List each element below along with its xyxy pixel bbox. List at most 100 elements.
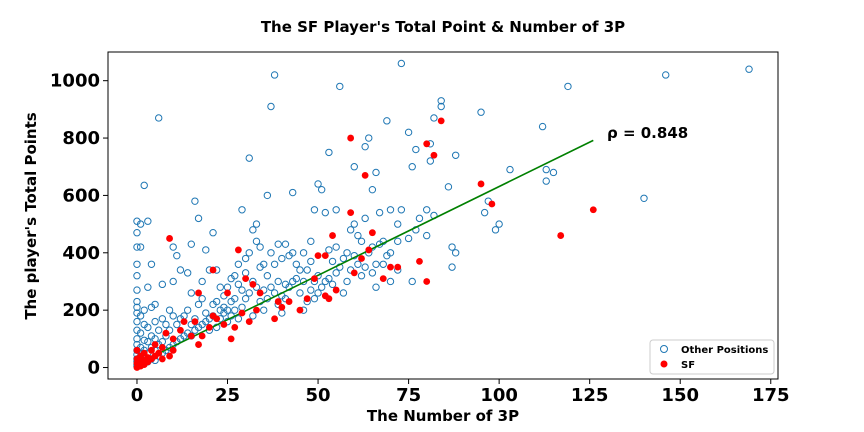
other-position-point [133, 297, 141, 306]
other-position-point [234, 315, 243, 323]
sf-point [238, 309, 246, 317]
other-position-point [278, 309, 286, 317]
other-position-point [245, 289, 253, 297]
x-axis: 0 25 50 75 100 125 150 175 [131, 379, 790, 406]
other-position-point [267, 249, 275, 257]
other-position-point [495, 220, 503, 228]
other-position-point [397, 59, 406, 68]
other-position-point [231, 272, 239, 280]
other-position-point [299, 249, 308, 257]
other-position-point [307, 237, 315, 246]
sf-point [296, 306, 304, 314]
sf-point [227, 335, 235, 343]
other-position-point [136, 329, 145, 337]
sf-point [365, 246, 373, 254]
other-position-point [346, 226, 355, 234]
other-position-point [169, 243, 177, 251]
other-position-point [133, 243, 141, 251]
sf-point [169, 346, 177, 354]
sf-point [430, 151, 438, 159]
other-position-point [245, 249, 253, 257]
other-position-point [165, 306, 174, 314]
other-position-point [147, 260, 156, 268]
sf-point [321, 252, 329, 260]
other-position-point [234, 280, 243, 289]
sf-point [191, 318, 199, 326]
sf-point [325, 295, 333, 303]
legend-other-label: Other Positions [681, 345, 768, 356]
other-position-point [194, 214, 203, 223]
legend-other-marker [660, 345, 668, 353]
sf-point [249, 280, 257, 288]
other-position-point [260, 260, 268, 268]
other-position-point [136, 312, 145, 320]
other-position-point [198, 294, 206, 303]
other-position-point [133, 335, 141, 343]
other-position-point [270, 260, 279, 268]
other-position-point [183, 306, 192, 314]
other-position-point [339, 289, 348, 297]
other-position-point [158, 315, 167, 323]
trend-line [136, 139, 594, 365]
sf-point [271, 315, 278, 323]
x-tick-label: 75 [396, 385, 421, 406]
y-tick-label: 600 [62, 185, 100, 206]
x-tick-label: 125 [571, 385, 609, 406]
sf-point [379, 275, 387, 283]
y-tick-label: 0 [87, 358, 100, 379]
other-position-point [155, 326, 163, 334]
other-position-point [386, 206, 395, 214]
other-position-point [542, 177, 550, 185]
other-position-point [423, 231, 431, 240]
sf-point [278, 303, 286, 311]
sf-point [234, 246, 242, 254]
sf-point [195, 289, 202, 297]
other-position-point [325, 148, 333, 157]
sf-point [329, 232, 336, 239]
other-position-point [564, 82, 572, 91]
sf-point [209, 266, 217, 274]
legend-sf-marker [660, 360, 668, 368]
other-position-point [202, 246, 210, 254]
x-tick-label: 175 [752, 385, 790, 406]
other-position-point [426, 157, 435, 165]
sf-point [180, 318, 188, 326]
other-position-point [256, 243, 264, 251]
other-position-point [212, 297, 221, 306]
other-position-point [372, 283, 380, 291]
other-position-point [336, 82, 344, 91]
other-position-point [270, 71, 279, 79]
other-position-point [538, 122, 547, 131]
sf-point [303, 295, 311, 303]
other-position-point [372, 168, 380, 177]
other-position-point [241, 254, 250, 263]
sf-point [347, 209, 355, 217]
other-position-point [144, 323, 152, 332]
other-position-point [162, 320, 170, 329]
other-position-point [278, 254, 286, 263]
other-position-point [506, 165, 514, 174]
other-position-point [151, 300, 159, 309]
sf-point [423, 278, 431, 285]
other-position-point [549, 168, 558, 177]
sf-point [253, 306, 260, 314]
other-position-point [173, 251, 181, 260]
sf-point [187, 332, 195, 340]
other-position-point [281, 240, 290, 248]
other-position-point [252, 237, 261, 246]
other-position-point [267, 283, 275, 291]
sf-point [158, 355, 166, 363]
other-position-point [169, 312, 177, 320]
sf-point [198, 332, 206, 340]
sf-point [162, 329, 170, 337]
other-position-point [274, 277, 282, 286]
sf-point [158, 344, 166, 351]
other-position-point [151, 317, 159, 326]
other-position-point [430, 114, 438, 122]
other-position-point [241, 294, 250, 303]
other-position-point [662, 71, 670, 79]
other-position-point [365, 134, 373, 142]
other-position-point [133, 260, 141, 268]
sf-point [177, 326, 184, 334]
